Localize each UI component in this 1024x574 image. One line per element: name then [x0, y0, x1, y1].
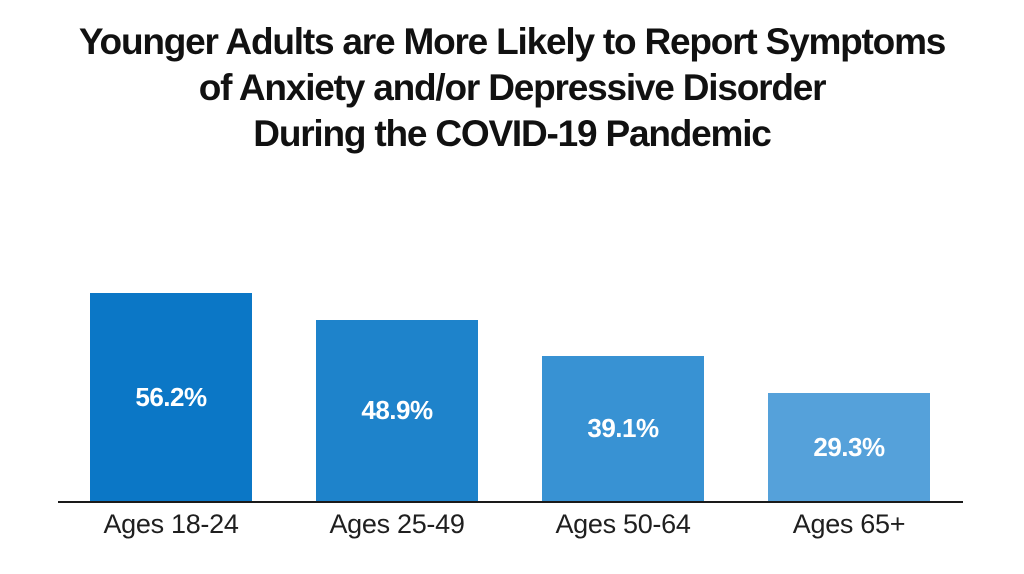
chart-title-line-3: During the COVID-19 Pandemic	[253, 113, 772, 154]
bar-value-label: 56.2%	[135, 381, 207, 412]
bar-value-label: 39.1%	[587, 413, 659, 443]
bar: 56.2%	[90, 293, 252, 501]
bar-category-label: Ages 65+	[792, 509, 906, 539]
x-axis-line	[58, 501, 963, 503]
bar-category-label: Ages 18-24	[103, 509, 239, 539]
bar-category-label: Ages 25-49	[329, 509, 465, 539]
chart-title-line-2: of Anxiety and/or Depressive Disorder	[198, 67, 827, 108]
bar-category-label: Ages 50-64	[555, 509, 691, 539]
chart-title-line-1: Younger Adults are More Likely to Report…	[78, 21, 947, 62]
bar: 48.9%	[316, 320, 478, 501]
bar-value-label: 29.3%	[813, 431, 885, 462]
bar: 39.1%	[542, 356, 704, 501]
bar: 29.3%	[768, 393, 930, 501]
chart-title: Younger Adults are More Likely to Report…	[0, 19, 1024, 157]
bar-value-label: 48.9%	[361, 395, 433, 425]
